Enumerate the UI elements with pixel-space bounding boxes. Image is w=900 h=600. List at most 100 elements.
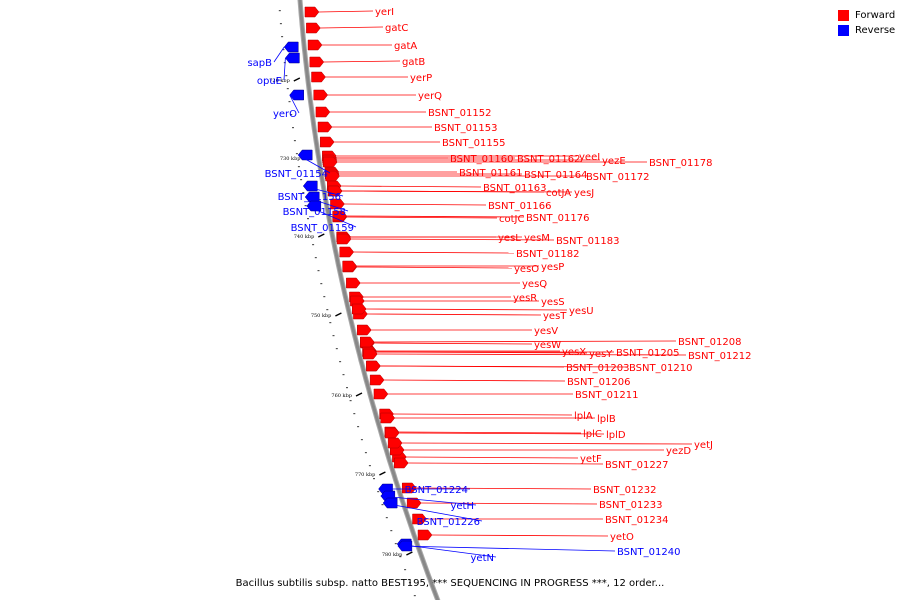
reverse-gene-leader: [289, 94, 300, 114]
minor-tick: [394, 543, 397, 545]
forward-gene-leader: [402, 442, 693, 445]
minor-tick: [360, 439, 363, 441]
reverse-gene-label: sapB: [247, 58, 272, 69]
forward-gene-leader: [346, 216, 498, 219]
forward-gene-label: BSNT_01210: [629, 363, 692, 374]
forward-gene-label: lplD: [606, 430, 626, 441]
forward-gene-arrow: [339, 246, 355, 258]
minor-tick: [399, 556, 402, 558]
minor-tick: [290, 114, 293, 116]
minor-tick: [335, 348, 338, 350]
minor-tick: [282, 49, 285, 51]
forward-gene-arrow: [387, 437, 403, 449]
forward-gene-label: lplC: [583, 429, 602, 440]
forward-gene-label: BSNT_01152: [428, 108, 491, 119]
legend: Forward Reverse: [838, 8, 898, 38]
forward-gene-leader: [346, 215, 525, 218]
reverse-gene-leader: [305, 196, 349, 212]
forward-gene-arrow: [317, 121, 333, 133]
forward-gene-label: BSNT_01162: [517, 154, 580, 165]
reverse-gene-label: BSNT_01226: [417, 517, 480, 528]
forward-gene-leader: [393, 413, 573, 416]
minor-tick: [297, 166, 300, 168]
forward-gene-leader: [366, 308, 568, 311]
forward-gene-arrow: [406, 497, 422, 509]
forward-gene-arrow: [336, 233, 352, 245]
forward-gene-label: cotJC: [499, 214, 524, 225]
forward-gene-leader: [367, 313, 542, 316]
forward-gene-label: lplA: [574, 411, 593, 422]
reverse-gene-arrow: [285, 52, 300, 64]
forward-gene-label: BSNT_01206: [567, 377, 630, 388]
minor-tick: [390, 530, 393, 532]
minor-tick: [373, 478, 375, 480]
forward-gene-arrow: [346, 277, 361, 289]
minor-tick: [404, 569, 407, 571]
minor-tick: [323, 296, 326, 298]
tick-label: 740 kbp: [294, 234, 315, 240]
reverse-gene-arrow: [297, 149, 313, 161]
minor-tick: [304, 205, 307, 207]
forward-gene-arrow: [360, 336, 375, 348]
forward-gene-arrow: [313, 89, 329, 101]
tick-label: 730 kbp: [280, 156, 301, 162]
minor-tick: [285, 75, 288, 77]
tick-mark: [293, 77, 301, 82]
reverse-gene-label: BSNT_01159: [291, 223, 354, 234]
reverse-gene-label: BSNT_01224: [405, 485, 468, 496]
forward-gene-label: yesS: [541, 297, 565, 308]
reverse-gene-label: BSNT_01158: [283, 207, 346, 218]
minor-tick: [381, 504, 384, 506]
minor-tick: [314, 257, 317, 259]
forward-gene-label: yesR: [513, 293, 537, 304]
reverse-gene-leader: [383, 502, 483, 522]
forward-gene-label: BSNT_01164: [524, 170, 587, 181]
forward-gene-leader: [399, 432, 605, 435]
forward-swatch: [838, 10, 849, 21]
forward-gene-arrow: [369, 374, 385, 386]
forward-gene-label: BSNT_01212: [688, 351, 751, 362]
reverse-gene-arrow: [283, 41, 299, 53]
legend-forward: Forward: [838, 8, 898, 23]
minor-tick: [288, 101, 291, 103]
minor-tick: [346, 387, 348, 389]
forward-gene-label: yerI: [375, 7, 394, 18]
forward-gene-label: BSNT_01163: [483, 183, 546, 194]
reverse-gene-label: yetH: [450, 501, 474, 512]
forward-gene-label: BSNT_01155: [442, 138, 505, 149]
forward-gene-leader: [356, 266, 513, 269]
minor-tick: [332, 335, 335, 337]
minor-tick: [342, 374, 345, 376]
forward-gene-label: BSNT_01183: [556, 236, 619, 247]
forward-gene-leader: [377, 353, 687, 356]
forward-gene-leader: [323, 60, 401, 63]
forward-gene-label: BSNT_01203: [566, 363, 629, 374]
forward-gene-arrow: [373, 388, 389, 400]
forward-gene-label: yetJ: [694, 440, 713, 451]
forward-gene-arrow: [304, 6, 320, 18]
forward-gene-label: lplB: [597, 414, 616, 425]
forward-gene-arrow: [350, 295, 365, 307]
forward-gene-label: BSNT_01161: [459, 168, 522, 179]
forward-gene-arrow: [342, 260, 357, 272]
forward-gene-label: yesL: [498, 233, 521, 244]
reverse-swatch: [838, 25, 849, 36]
reverse-gene-leader: [298, 154, 331, 174]
forward-gene-label: BSNT_01178: [649, 158, 712, 169]
forward-gene-label: yesO: [514, 264, 539, 275]
forward-gene-leader: [380, 365, 628, 368]
tick-label: 750 kbp: [311, 313, 332, 319]
forward-gene-leader: [398, 431, 582, 434]
forward-gene-label: yerP: [410, 73, 432, 84]
forward-gene-label: yetO: [610, 532, 634, 543]
minor-tick: [293, 140, 296, 142]
minor-tick: [368, 465, 371, 467]
minor-tick: [307, 218, 309, 220]
legend-forward-label: Forward: [855, 10, 896, 21]
forward-gene-arrow: [311, 71, 326, 83]
minor-tick: [377, 491, 380, 493]
forward-gene-leader: [374, 342, 533, 345]
tick-label: 720 kbp: [269, 78, 290, 84]
minor-tick: [364, 452, 367, 454]
